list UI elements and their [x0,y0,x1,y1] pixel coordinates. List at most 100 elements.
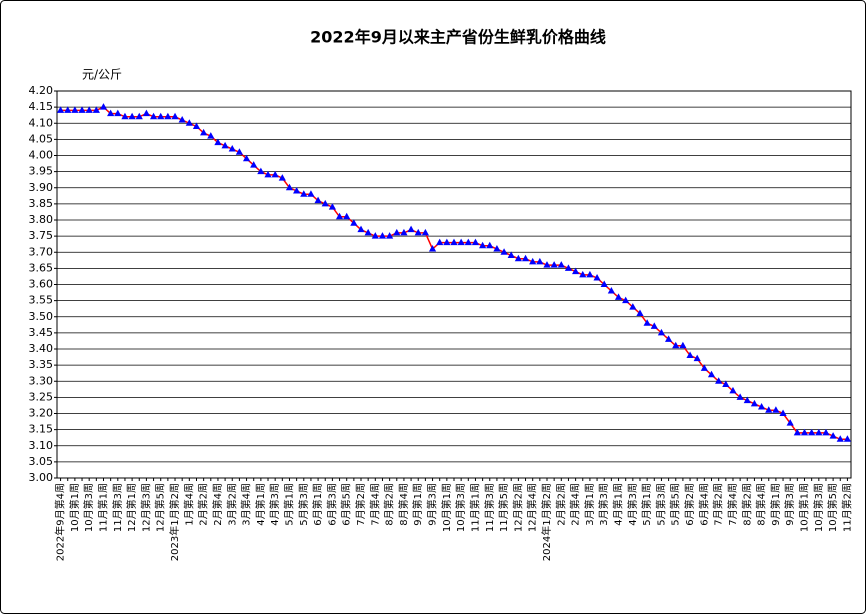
marker [679,341,687,349]
x-tick-label: 6月第1周 [311,483,324,526]
marker [135,112,143,120]
x-tick-label: 12月第4周 [526,483,539,532]
marker [471,238,480,246]
x-tick-label: 11月第2周 [840,483,853,532]
marker [443,238,451,246]
y-tick-label: 4.20 [29,84,54,97]
marker [264,170,272,178]
marker [636,309,644,317]
y-tick-label: 4.05 [29,132,54,145]
y-tick-label: 3.45 [29,326,54,339]
x-tick-label: 5月第3周 [297,483,310,526]
x-tick-label: 6月第2周 [683,483,696,526]
x-tick-label: 12月第5周 [154,483,167,532]
x-tick-label: 6月第4周 [697,483,710,526]
x-tick-label: 11月第3周 [111,483,124,532]
x-tick-label: 2月第2周 [554,483,567,526]
marker [335,212,344,220]
x-tick-label: 11月第1周 [96,483,109,532]
y-unit: 元/公斤 [82,68,122,82]
marker [715,377,723,384]
marker [707,370,716,378]
marker [257,167,265,175]
marker [614,293,623,300]
y-tick-label: 3.00 [29,471,54,484]
y-tick-label: 4.00 [29,149,54,162]
marker [600,280,608,287]
marker [586,270,594,278]
marker [507,251,515,258]
marker [543,261,551,268]
y-tick-label: 3.55 [29,294,54,307]
y-tick-label: 3.90 [29,181,54,194]
x-tick-label: 12月第1周 [125,483,138,532]
x-tick-label: 10月第5周 [826,483,839,532]
marker [457,238,465,246]
x-tick-label: 11月第5周 [497,483,510,532]
y-tick-label: 4.10 [29,116,54,129]
marker [142,109,151,117]
marker [822,428,830,436]
marker [564,264,573,271]
marker [829,432,837,439]
marker [99,103,108,110]
marker [386,232,394,239]
marker [378,232,387,239]
marker [92,106,100,113]
marker [85,106,93,113]
marker [793,428,801,436]
marker [235,148,244,155]
y-tick-label: 3.65 [29,261,54,274]
marker [808,428,816,436]
marker [285,183,294,191]
x-tick-label: 11月第1周 [468,483,481,532]
x-tick-label: 2月第4周 [211,483,224,526]
x-tick-label: 12月第2周 [511,483,524,532]
y-tick-label: 3.80 [29,213,54,226]
x-tick-label: 3月第1周 [583,483,596,526]
marker [421,228,429,236]
x-tick-label: 8月第4周 [755,483,768,526]
marker [622,296,630,304]
x-tick-label: 7月第4周 [726,483,739,526]
marker [593,274,601,281]
marker [529,257,537,265]
marker [414,228,422,236]
marker [214,138,222,146]
marker [78,106,86,113]
x-tick-label: 5月第3周 [654,483,667,526]
marker [836,435,844,442]
y-tick-label: 3.20 [29,407,54,420]
marker [271,170,279,178]
marker [550,261,558,268]
x-tick-label: 10月第3周 [812,483,825,532]
marker [343,212,351,220]
y-tick-label: 3.60 [29,278,54,291]
marker [786,419,794,426]
marker [757,403,766,410]
marker [729,386,737,394]
x-tick-label: 3月第3周 [597,483,610,526]
y-tick-label: 3.30 [29,374,54,387]
x-tick-label: 8月第2周 [383,483,396,526]
x-tick-label: 1月第4周 [182,483,195,526]
chart-title: 2022年9月以来主产省份生鲜乳价格曲线 [310,28,606,47]
x-tick-label: 11月第3周 [483,483,496,532]
x-tick-label: 9月第3周 [426,483,439,526]
x-tick-label: 6月第3周 [325,483,338,526]
y-tick-label: 3.15 [29,423,54,436]
marker [722,380,730,387]
marker [436,238,444,246]
marker [321,199,329,207]
marker [185,119,193,126]
marker [772,406,780,413]
y-tick-label: 3.10 [29,439,54,452]
marker [843,435,852,442]
marker [493,245,501,252]
marker [693,354,701,362]
marker [536,257,544,265]
x-tick-label: 9月第1周 [411,483,424,526]
marker [407,225,415,233]
marker [178,116,186,123]
